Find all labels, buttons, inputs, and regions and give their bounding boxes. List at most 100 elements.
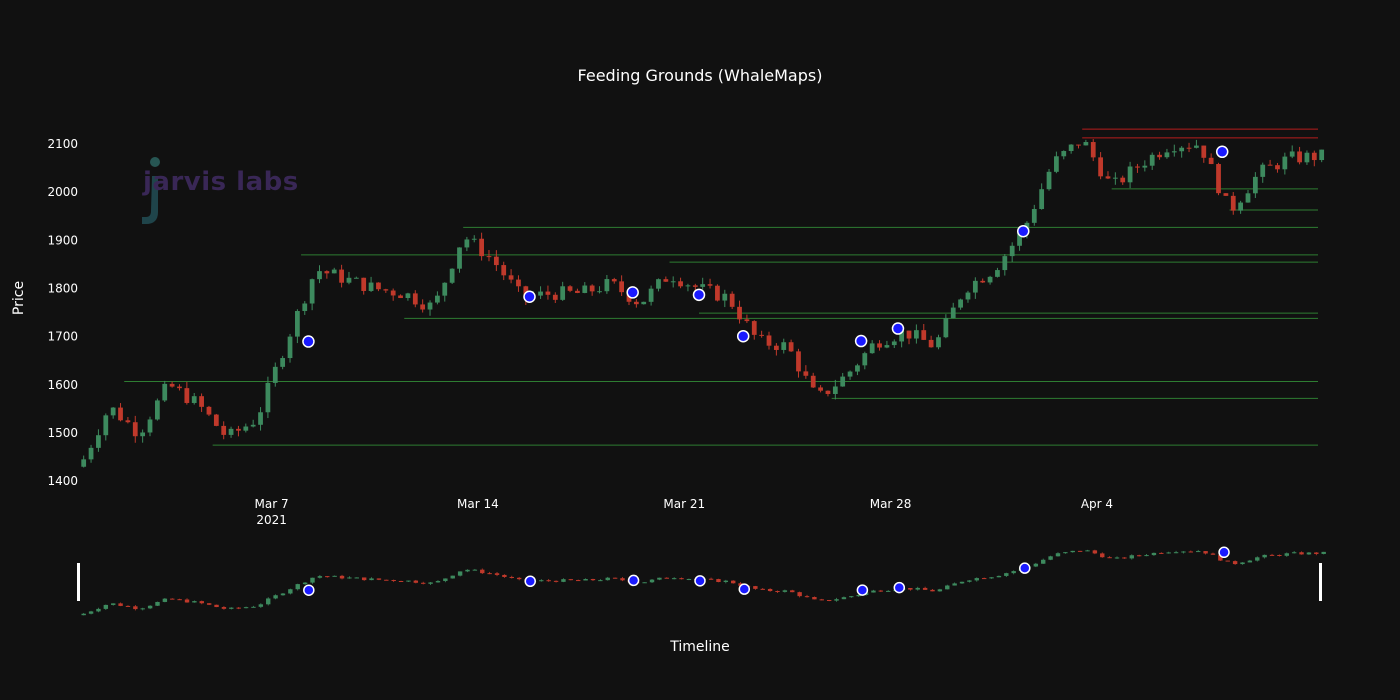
candle-body	[567, 286, 573, 291]
candle-increasing	[1142, 160, 1148, 172]
mini-candle-increasing	[657, 577, 662, 581]
mini-candle-increasing	[856, 594, 861, 597]
x-axis-label: Timeline	[669, 639, 730, 655]
candle-increasing	[1289, 145, 1295, 159]
mini-candle-body	[590, 579, 596, 581]
mini-candle-body	[258, 604, 264, 607]
mini-whale-marker	[303, 584, 315, 596]
candle-body	[125, 420, 131, 423]
candle-increasing	[471, 235, 477, 243]
mini-candle-increasing	[273, 594, 278, 600]
candle-increasing	[847, 370, 853, 380]
mini-candle-body	[731, 580, 736, 584]
mini-candle-body	[487, 573, 492, 575]
whale-marker	[302, 335, 315, 348]
range-slider-handle-left[interactable]	[77, 563, 80, 601]
mini-candle-increasing	[1085, 549, 1090, 552]
candle-body	[449, 268, 455, 283]
mini-candle-body	[1092, 550, 1098, 554]
mini-candle-body	[502, 574, 507, 577]
candle-decreasing	[766, 331, 772, 350]
x-tick-label: Mar 28	[870, 497, 912, 511]
candle-body	[1282, 156, 1288, 170]
mini-candle-body	[834, 599, 839, 601]
mini-candle-increasing	[1063, 552, 1068, 554]
candle-decreasing	[552, 292, 558, 303]
mini-candle-body	[930, 589, 935, 592]
mini-candle-body	[553, 580, 559, 582]
mini-candle-body	[192, 601, 197, 603]
candle-decreasing	[125, 417, 131, 424]
mini-candle-body	[804, 596, 810, 598]
mini-candle-increasing	[1055, 552, 1061, 557]
candle-increasing	[641, 301, 647, 305]
mini-candle-body	[1173, 552, 1179, 554]
x-axis-ticks: Mar 7 2021 Mar 14 Mar 21 Mar 28 Apr 4	[255, 497, 1113, 527]
mini-candle-body	[649, 579, 655, 583]
range-slider[interactable]	[77, 546, 1326, 616]
candle-body	[339, 269, 344, 283]
y-tick-label: 1700	[47, 330, 78, 344]
candle-body	[346, 277, 352, 283]
mini-candle-increasing	[989, 577, 994, 579]
candle-body	[855, 365, 860, 372]
mini-candle-increasing	[974, 577, 979, 582]
mini-candle-body	[716, 579, 721, 583]
mini-candle-decreasing	[118, 602, 123, 607]
candle-increasing	[656, 278, 661, 292]
candle-body	[236, 428, 241, 431]
candle-decreasing	[508, 269, 514, 284]
candle-body	[1216, 164, 1221, 194]
mini-candle-increasing	[288, 588, 293, 595]
mini-candle-body	[1122, 557, 1127, 559]
candle-increasing	[884, 340, 890, 349]
mini-candle-decreasing	[930, 589, 935, 592]
candle-increasing	[405, 292, 411, 301]
x-tick-label: Mar 21	[663, 497, 705, 511]
candle-decreasing	[324, 270, 330, 279]
mini-candle-increasing	[428, 581, 433, 586]
mini-candle-body	[302, 582, 308, 585]
mini-candle-increasing	[1004, 572, 1009, 578]
candle-decreasing	[575, 288, 580, 294]
candle-body	[773, 345, 779, 350]
candle-body	[1157, 154, 1162, 158]
candle-body	[987, 276, 993, 283]
candle-increasing	[228, 426, 234, 438]
mini-candle-decreasing	[1225, 560, 1230, 562]
candle-body	[906, 330, 912, 339]
mini-candle-body	[723, 580, 729, 583]
candle-decreasing	[177, 384, 182, 391]
mini-candle-increasing	[472, 568, 478, 571]
candle-body	[258, 412, 263, 425]
mini-candle-body	[391, 580, 396, 582]
mini-candle-increasing	[103, 604, 109, 610]
candle-decreasing	[390, 288, 396, 301]
mini-candle-body	[1159, 552, 1164, 554]
mini-candle-decreasing	[125, 605, 131, 607]
mini-candle-body	[1004, 573, 1009, 576]
candle-body	[324, 271, 330, 274]
candle-body	[751, 321, 757, 335]
mini-candle-body	[952, 583, 957, 586]
candle-decreasing	[479, 232, 484, 261]
candle-increasing	[1083, 139, 1089, 146]
mini-candle-body	[878, 590, 884, 592]
candle-increasing	[442, 282, 448, 302]
mini-candle-body	[620, 578, 625, 581]
mini-candle-body	[236, 607, 241, 609]
candle-increasing	[162, 380, 168, 403]
mini-candle-body	[612, 577, 618, 579]
mini-candle-body	[886, 590, 891, 592]
mini-candle-body	[1269, 554, 1275, 556]
candle-body	[936, 337, 941, 348]
range-slider-handle-right[interactable]	[1319, 563, 1322, 601]
mini-candle-increasing	[1070, 550, 1075, 553]
candle-body	[1135, 166, 1140, 168]
mini-candle-body	[162, 598, 168, 602]
candle-body	[737, 306, 742, 320]
candle-increasing	[781, 338, 787, 354]
candle-body	[1311, 152, 1317, 161]
candle-decreasing	[1120, 175, 1126, 185]
mini-candle-body	[605, 577, 610, 581]
